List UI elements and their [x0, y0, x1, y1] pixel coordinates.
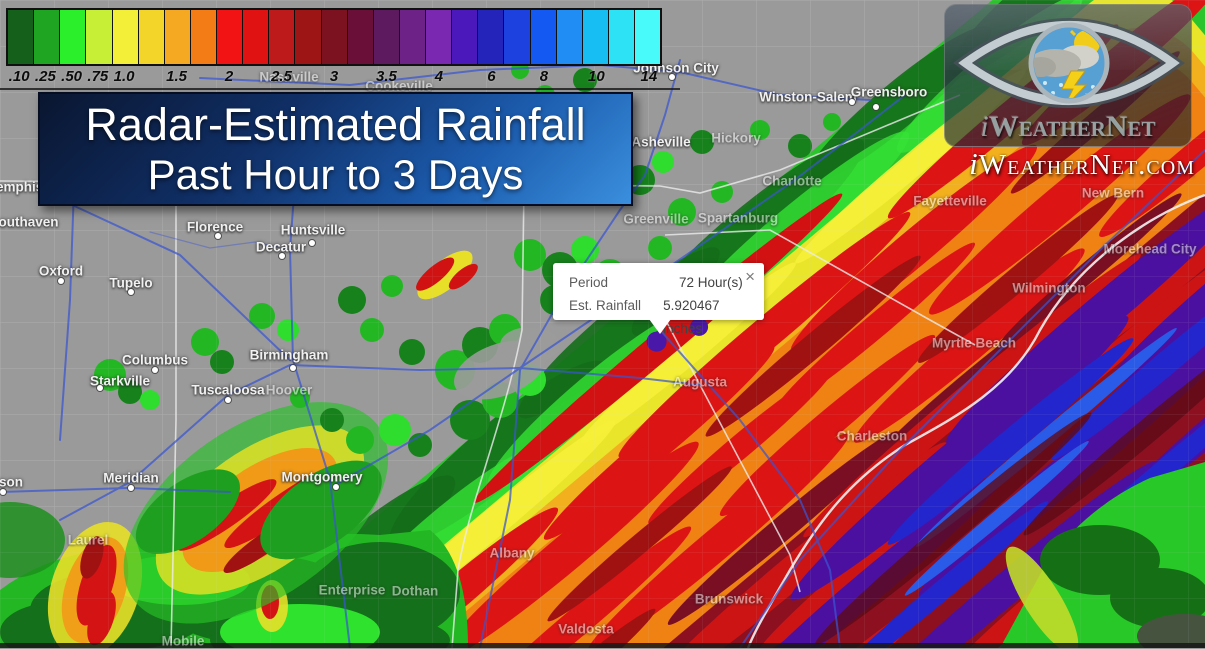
- tooltip-rainfall-label: Est. Rainfall: [569, 298, 642, 313]
- legend-color-box: [138, 10, 165, 64]
- legend-color-box: [164, 10, 191, 64]
- legend-color-box: [556, 10, 583, 64]
- tooltip-rainfall-value: 5.920467 inches: [663, 298, 720, 336]
- legend-color-box: [321, 10, 348, 64]
- logo-site-main: WeatherNet.com: [978, 149, 1195, 181]
- legend-color-bar: [6, 8, 662, 66]
- legend-color-box: [295, 10, 322, 64]
- tooltip-period-value: 72 Hour(s): [679, 275, 743, 290]
- legend-tick-label: 2.5: [271, 68, 292, 85]
- coastline: [746, 193, 1205, 648]
- title-banner: Radar-Estimated Rainfall Past Hour to 3 …: [38, 92, 633, 206]
- banner-title-line1: Radar-Estimated Rainfall: [85, 99, 586, 151]
- legend-color-box: [452, 10, 479, 64]
- legend-color-box: [478, 10, 505, 64]
- legend-color-box: [635, 10, 661, 64]
- legend-divider: [0, 88, 680, 90]
- legend-tick-label: 3.5: [376, 68, 397, 85]
- legend-tick-label: 10: [588, 68, 605, 85]
- tooltip-row-period: Period 72 Hour(s): [553, 263, 764, 294]
- legend-color-box: [504, 10, 531, 64]
- legend-color-box: [190, 10, 217, 64]
- rainfall-legend: .10.25 .50.75 1.0 1.5 2 2.5 3 3.5 4 6 8 10 14: [0, 8, 680, 90]
- legend-tick-label: .50: [61, 68, 83, 85]
- legend-color-box: [269, 10, 296, 64]
- legend-color-box: [86, 10, 113, 64]
- logo-site-prefix: i: [969, 146, 979, 181]
- legend-tick-label: 3: [329, 68, 339, 85]
- legend-color-box: [347, 10, 374, 64]
- bottom-border-bar: [0, 643, 1205, 648]
- logo-emblem-main: WeatherNet: [988, 110, 1156, 143]
- legend-color-box: [243, 10, 270, 64]
- logo-emblem-prefix: i: [980, 110, 989, 143]
- logo-site-text: iWeatherNet.com: [969, 146, 1195, 182]
- tooltip-rainfall-row: Est. Rainfall 5.920467 inches: [553, 294, 764, 340]
- legend-color-box: [112, 10, 139, 64]
- legend-color-box: [530, 10, 557, 64]
- legend-tick-label: .25: [34, 68, 56, 85]
- legend-color-box: [217, 10, 244, 64]
- legend-tick-label: 1.5: [166, 68, 187, 85]
- legend-color-box: [399, 10, 426, 64]
- legend-color-box: [60, 10, 87, 64]
- legend-tick-row: .10.25 .50.75 1.0 1.5 2 2.5 3 3.5 4 6 8 10 14: [6, 66, 662, 86]
- legend-color-box: [608, 10, 635, 64]
- legend-color-box: [582, 10, 609, 64]
- legend-tick-label: .10: [8, 68, 30, 85]
- logo-emblem-wordmark: iWeatherNet: [945, 112, 1191, 142]
- legend-tick-label: 2: [224, 68, 234, 85]
- iweathernet-logo: iWeatherNet: [944, 4, 1192, 147]
- tooltip-close-icon[interactable]: ×: [745, 267, 755, 286]
- eye-weather-icon: [953, 18, 1185, 108]
- legend-tick-label: .75: [87, 68, 109, 85]
- legend-tick-label: 6: [487, 68, 496, 85]
- legend-color-box: [373, 10, 400, 64]
- legend-tick-label: 1.0: [113, 68, 135, 85]
- legend-color-box: [34, 10, 61, 64]
- legend-color-box: [426, 10, 453, 64]
- banner-title-line2: Past Hour to 3 Days: [147, 150, 524, 198]
- map-tooltip: Period 72 Hour(s) Est. Rainfall 5.920467…: [553, 263, 764, 336]
- legend-tick-label: 14: [640, 68, 658, 85]
- legend-tick-label: 8: [539, 68, 549, 85]
- legend-color-box: [8, 10, 35, 64]
- tooltip-period-label: Period: [569, 275, 609, 290]
- legend-tick-label: 4: [434, 68, 444, 85]
